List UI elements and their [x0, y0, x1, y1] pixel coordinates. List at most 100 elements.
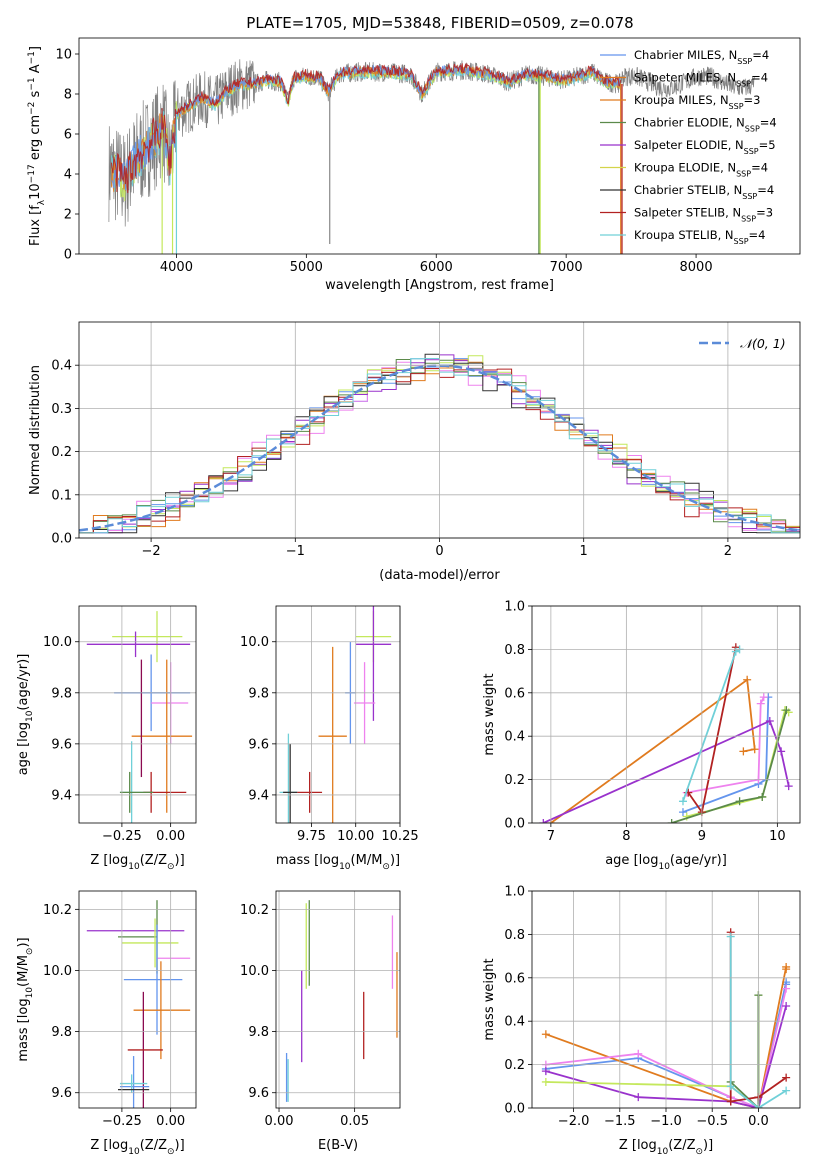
x-tick-label: −1.0: [650, 1114, 682, 1129]
y-tick-label: 0: [64, 248, 72, 263]
subscript: ⊙: [167, 1147, 175, 1157]
label-part: M: [16, 955, 31, 966]
age-vs-Z-plot-area: [86, 611, 193, 823]
label-part: (Z/: [140, 853, 159, 868]
legend-text: Chabrier STELIB, N: [634, 183, 742, 197]
x-tick-label: −2: [142, 544, 161, 559]
label-part: log: [16, 998, 31, 1018]
mass-weight-marker: [541, 1067, 550, 1076]
mass-weight-marker: [726, 932, 735, 941]
y-axis-label: mass [log10(M/M⊙)]: [16, 937, 35, 1061]
age-vs-mass-plot-area: [279, 606, 392, 823]
y-tick-label: 10.0: [43, 635, 72, 650]
legend-entry: Salpeter MILES, NSSP=4: [634, 71, 768, 89]
x-axis-label: mass [log10(M/M⊙)]: [276, 853, 400, 872]
label-part: −17: [27, 164, 37, 183]
axes-frame: [275, 605, 401, 824]
label-part: Z: [158, 853, 167, 868]
mass-weight-series: [682, 697, 770, 813]
mass-weight-series: [730, 995, 760, 1108]
mass-weight-marker: [726, 1082, 735, 1091]
legend-text: =4: [749, 228, 766, 242]
legend-subscript: SSP: [734, 237, 749, 246]
legend-entry: 𝒩(0, 1): [740, 336, 786, 351]
label-part: (M/: [16, 966, 31, 987]
legend-entry: Chabrier ELODIE, NSSP=4: [634, 116, 777, 134]
x-tick-label: 0.00: [156, 1114, 185, 1129]
label-part: )]: [175, 1138, 185, 1153]
x-tick-label: 8000: [680, 260, 713, 275]
mass-weight-marker: [782, 706, 791, 715]
normal-curve: [79, 364, 798, 532]
x-tick-label: 7: [547, 829, 555, 844]
y-tick-label: 10.0: [43, 964, 72, 979]
mass-weight-marker: [541, 1077, 550, 1086]
label-part: )]: [175, 853, 185, 868]
label-part: Z [: [90, 1138, 108, 1153]
legend-text: Salpeter ELODIE, N: [634, 138, 744, 152]
y-tick-label: 0.8: [504, 643, 525, 658]
legend-subscript: SSP: [741, 214, 756, 223]
y-tick-label: 10.0: [240, 635, 269, 650]
y-tick-label: 0.2: [504, 1058, 525, 1073]
mass-weight-marker: [782, 965, 791, 974]
x-tick-label: 5000: [290, 260, 323, 275]
subscript: ⊙: [382, 862, 390, 872]
subscript: 10: [128, 1147, 140, 1157]
axes-frame: [78, 321, 801, 539]
subscript: 10: [25, 987, 35, 999]
axes-frame: [531, 605, 801, 824]
y-tick-label: 6: [64, 128, 72, 143]
x-tick-label: 0.00: [156, 829, 185, 844]
y-tick-label: 10.0: [240, 964, 269, 979]
x-axis-label: E(B-V): [318, 1138, 358, 1153]
label-part: −1: [27, 51, 37, 64]
y-axis-label: Normed distribution: [28, 365, 43, 495]
legend-subscript: SSP: [744, 147, 759, 156]
subscript: 10: [657, 1147, 669, 1157]
mass-vs-Z-panel: −0.25 0.009.69.810.010.2Z [log10(Z/Z⊙)]ma…: [16, 890, 197, 1157]
axes-frame: [78, 37, 801, 255]
label-part: 10: [28, 183, 43, 200]
y-tick-label: 8: [64, 88, 72, 103]
y-tick-label: 0.0: [504, 1102, 525, 1117]
mass-weight-series: [729, 936, 787, 1108]
label-part: −1: [27, 77, 37, 90]
y-tick-label: 9.6: [51, 1086, 72, 1101]
mass-vs-ebv-panel: 0.00 0.05 9.6 9.8 10.0 10.2 E(B-V): [240, 890, 401, 1153]
y-tick-label: 0.8: [504, 928, 525, 943]
label-part: age [: [605, 853, 638, 868]
x-axis-label: Z [log10(Z/Z⊙)]: [90, 853, 184, 872]
age-vs-Z-panel: −0.25 0.009.49.69.810.0Z [log10(Z/Z⊙)]age…: [16, 605, 197, 872]
y-axis-label: Flux [fλ10−17 erg cm−2 s−1 A−1]: [27, 46, 47, 246]
x-tick-label: 0.00: [265, 1114, 294, 1129]
mass-weight-marker: [726, 1097, 735, 1106]
y-tick-label: 10.2: [43, 903, 72, 918]
label-part: mass weight: [482, 673, 497, 755]
legend-entry: Kroupa ELODIE, NSSP=4: [634, 161, 768, 179]
x-tick-label: 9.75: [297, 829, 326, 844]
legend-subscript: SSP: [729, 102, 744, 111]
legend-text: Chabrier MILES, N: [634, 48, 737, 62]
subscript: 10: [339, 862, 351, 872]
subscript: 10: [658, 862, 670, 872]
x-tick-label: −2.0: [558, 1114, 590, 1129]
mass-weight-marker: [758, 792, 767, 801]
label-part: (age/yr)]: [670, 853, 727, 868]
y-tick-label: 0.2: [51, 445, 72, 460]
mass-weight-series: [686, 696, 765, 794]
legend-text: =5: [759, 138, 776, 152]
legend-entry: Chabrier MILES, NSSP=4: [634, 48, 769, 66]
label-part: (Z/: [668, 1138, 687, 1153]
legend-subscript: SSP: [737, 57, 752, 66]
label-part: λ: [37, 199, 47, 205]
subscript: 10: [128, 862, 140, 872]
mass-weight-marker: [541, 1030, 550, 1039]
legend-text: Chabrier ELODIE, N: [634, 116, 745, 130]
mass-weight-marker: [634, 1093, 643, 1102]
mass-vs-ebv-plot-area: [285, 900, 398, 1102]
y-tick-label: 1.0: [504, 600, 525, 615]
residuals-panel: −2 −1 0 1 2 0.0 0.1 0.2 0.3 0.4 𝒩(0, 1) (data-model…: [28, 321, 801, 583]
x-tick-label: −0.25: [102, 1114, 142, 1129]
